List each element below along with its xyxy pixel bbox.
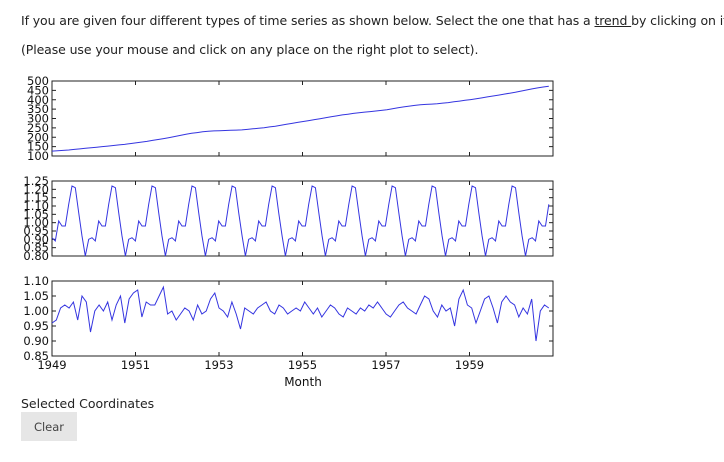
instruction-text: If you are given four different types of… (21, 13, 595, 28)
trend-y-tick-label: 200 (27, 130, 49, 144)
trend-series-line (51, 85, 549, 152)
x-axis: 1949 1951 1953 1955 1957 1959 (37, 358, 484, 372)
trend-y-tick-label: 400 (27, 93, 49, 107)
x-tick-label: 1953 (204, 358, 233, 372)
trend-link: trend (594, 13, 632, 28)
seasonal-panel[interactable]: 1.251.201.151.101.051.000.950.900.850.80 (23, 174, 554, 263)
selected-coordinates-label: Selected Coordinates (21, 396, 155, 411)
clear-button[interactable]: Clear (21, 412, 77, 441)
residual-series-line (51, 285, 550, 342)
seasonal-y-tick-label: 0.95 (23, 224, 49, 238)
trend-y-tick-label: 450 (27, 83, 49, 97)
x-tick-label: 1957 (371, 358, 400, 372)
seasonal-y-tick-label: 1.05 (23, 207, 49, 221)
x-tick-label: 1951 (121, 358, 150, 372)
seasonal-y-tick-label: 0.85 (23, 241, 49, 255)
seasonal-y-tick-label: 1.00 (23, 216, 49, 230)
residual-y-tick-label: 1.10 (23, 274, 49, 288)
x-axis-label: Month (284, 375, 322, 389)
residual-y-tick-label: 1.05 (23, 289, 49, 303)
instruction-text-end: by clicking on it (631, 13, 724, 28)
seasonal-series-line (51, 185, 550, 257)
residual-y-tick-label: 0.90 (23, 334, 49, 348)
trend-y-tick-label: 150 (27, 140, 49, 154)
seasonal-y-tick-label: 0.90 (23, 232, 49, 246)
trend-y-tick-label: 500 (27, 74, 49, 88)
seasonal-y-tick-label: 0.80 (23, 249, 49, 263)
seasonal-y-tick-label: 1.20 (23, 182, 49, 196)
residual-y-tick-label: 0.85 (23, 349, 49, 363)
trend-axes-frame (51, 80, 554, 157)
trend-y-tick-label: 250 (27, 121, 49, 135)
seasonal-y-tick-label: 1.15 (23, 191, 49, 205)
x-tick-label: 1949 (37, 358, 66, 372)
seasonal-y-tick-label: 1.25 (23, 174, 49, 188)
residual-panel[interactable]: 1.101.051.000.950.900.85 (23, 274, 554, 363)
trend-y-tick-label: 350 (27, 102, 49, 116)
x-tick-label: 1955 (288, 358, 317, 372)
x-tick-label: 1959 (455, 358, 484, 372)
trend-y-tick-label: 300 (27, 112, 49, 126)
residual-y-tick-label: 0.95 (23, 319, 49, 333)
residual-y-tick-label: 1.00 (23, 304, 49, 318)
instruction-line-2: (Please use your mouse and click on any … (21, 42, 479, 57)
instruction-line-1: If you are given four different types of… (21, 13, 724, 28)
trend-y-tick-label: 100 (27, 149, 49, 163)
seasonal-y-tick-label: 1.10 (23, 199, 49, 213)
